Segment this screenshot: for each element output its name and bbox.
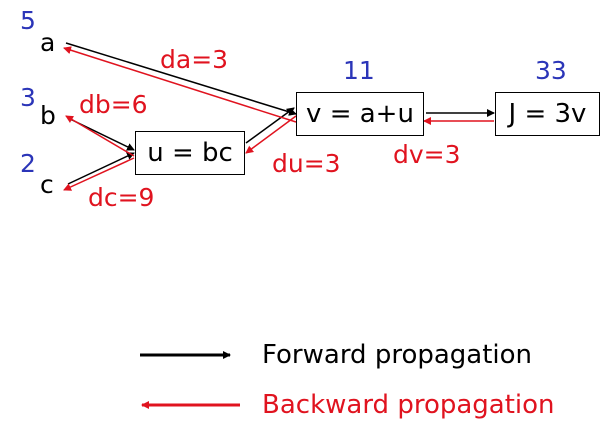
- gradient-dv-label: dv=3: [393, 140, 461, 169]
- backward-edge-u-b: [65, 115, 135, 157]
- legend-backward-label: Backward propagation: [262, 390, 555, 420]
- backward-edge-v-a: [63, 46, 297, 123]
- gradient-da-label: da=3: [160, 45, 229, 74]
- input-a-value: 5: [20, 6, 36, 35]
- forward-edge-u-v: [245, 107, 295, 144]
- node-j: J = 3v: [495, 92, 600, 136]
- input-b-label: b: [40, 101, 56, 130]
- backward-edge-u-c: [63, 157, 135, 191]
- input-a-label: a: [40, 28, 56, 57]
- node-u: u = bc: [135, 131, 245, 175]
- node-v: v = a+u: [296, 92, 424, 136]
- node-j-value: 33: [535, 56, 567, 85]
- legend-forward-label: Forward propagation: [262, 340, 533, 370]
- input-c-label: c: [40, 170, 54, 199]
- gradient-dc-label: dc=9: [88, 183, 155, 212]
- forward-edge-c-u: [67, 152, 135, 185]
- node-v-value: 11: [343, 56, 375, 85]
- input-c-value: 2: [20, 149, 36, 178]
- input-b-value: 3: [20, 83, 36, 112]
- forward-edge-a-v: [65, 42, 297, 116]
- backward-edge-v-u: [245, 115, 297, 154]
- gradient-db-label: db=6: [79, 90, 148, 119]
- gradient-du-label: du=3: [272, 149, 341, 178]
